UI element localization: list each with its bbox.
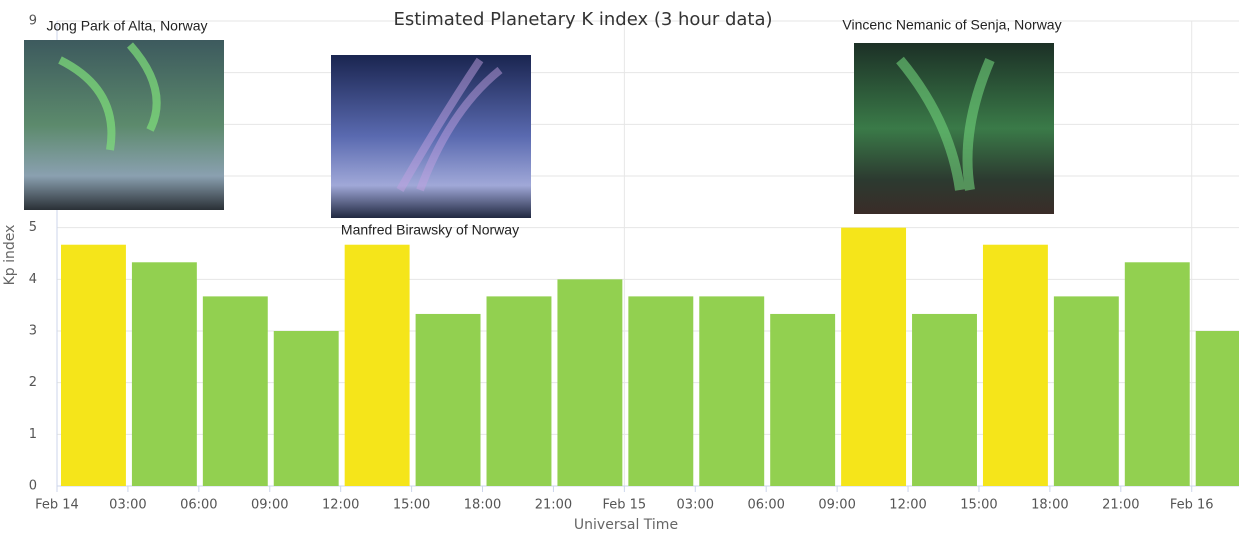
x-tick-label: 18:00 xyxy=(1031,498,1068,513)
bar xyxy=(202,296,268,486)
bar xyxy=(273,331,339,486)
x-tick-label: 12:00 xyxy=(322,498,359,513)
y-tick-label: 2 xyxy=(29,375,37,390)
bar xyxy=(1195,331,1239,486)
bar xyxy=(61,244,126,486)
x-tick-label: 21:00 xyxy=(535,498,572,513)
x-tick-label: Feb 16 xyxy=(1170,498,1214,513)
bar xyxy=(415,313,481,486)
x-tick-label: Feb 14 xyxy=(35,498,79,513)
x-tick-label: 15:00 xyxy=(393,498,430,513)
x-tick-label: 15:00 xyxy=(960,498,997,513)
x-tick-label: 18:00 xyxy=(464,498,501,513)
x-tick-label: 12:00 xyxy=(889,498,926,513)
x-axis-title: Universal Time xyxy=(574,517,678,533)
y-axis-title: Kp index xyxy=(2,225,18,286)
y-tick-label: 9 xyxy=(29,14,37,29)
x-tick-label: Feb 15 xyxy=(603,498,647,513)
x-tick-label: 06:00 xyxy=(747,498,784,513)
x-tick-label: 06:00 xyxy=(180,498,217,513)
y-tick-label: 3 xyxy=(29,324,37,339)
bar xyxy=(982,244,1048,486)
plot-area: 0123456789Feb 1403:0006:0009:0012:0015:0… xyxy=(29,14,1239,513)
y-tick-label: 4 xyxy=(29,272,37,287)
bar xyxy=(344,244,410,486)
x-tick-label: 09:00 xyxy=(251,498,288,513)
aurora-photo xyxy=(854,43,1054,214)
photo-caption: Manfred Birawsky of Norway xyxy=(341,222,519,238)
x-tick-label: 03:00 xyxy=(677,498,714,513)
aurora-streak xyxy=(396,57,503,192)
bar xyxy=(628,296,694,486)
x-tick-label: 09:00 xyxy=(818,498,855,513)
aurora-streak xyxy=(896,56,995,191)
bar xyxy=(841,227,907,486)
chart-title: Estimated Planetary K index (3 hour data… xyxy=(393,9,772,30)
y-tick-label: 5 xyxy=(29,220,37,235)
x-tick-label: 03:00 xyxy=(109,498,146,513)
bar xyxy=(912,313,977,486)
aurora-photo xyxy=(24,40,224,210)
y-tick-label: 0 xyxy=(29,479,37,494)
bar xyxy=(699,296,765,486)
bar xyxy=(131,262,197,486)
bar xyxy=(486,296,552,486)
bar xyxy=(1124,262,1190,486)
bar xyxy=(1053,296,1119,486)
photo-caption: Jong Park of Alta, Norway xyxy=(46,18,207,34)
bar xyxy=(557,279,623,486)
bar xyxy=(770,313,836,486)
photo-caption: Vincenc Nemanic of Senja, Norway xyxy=(842,17,1061,33)
x-tick-label: 21:00 xyxy=(1102,498,1139,513)
y-tick-label: 1 xyxy=(29,427,37,442)
aurora-streak xyxy=(58,42,161,151)
